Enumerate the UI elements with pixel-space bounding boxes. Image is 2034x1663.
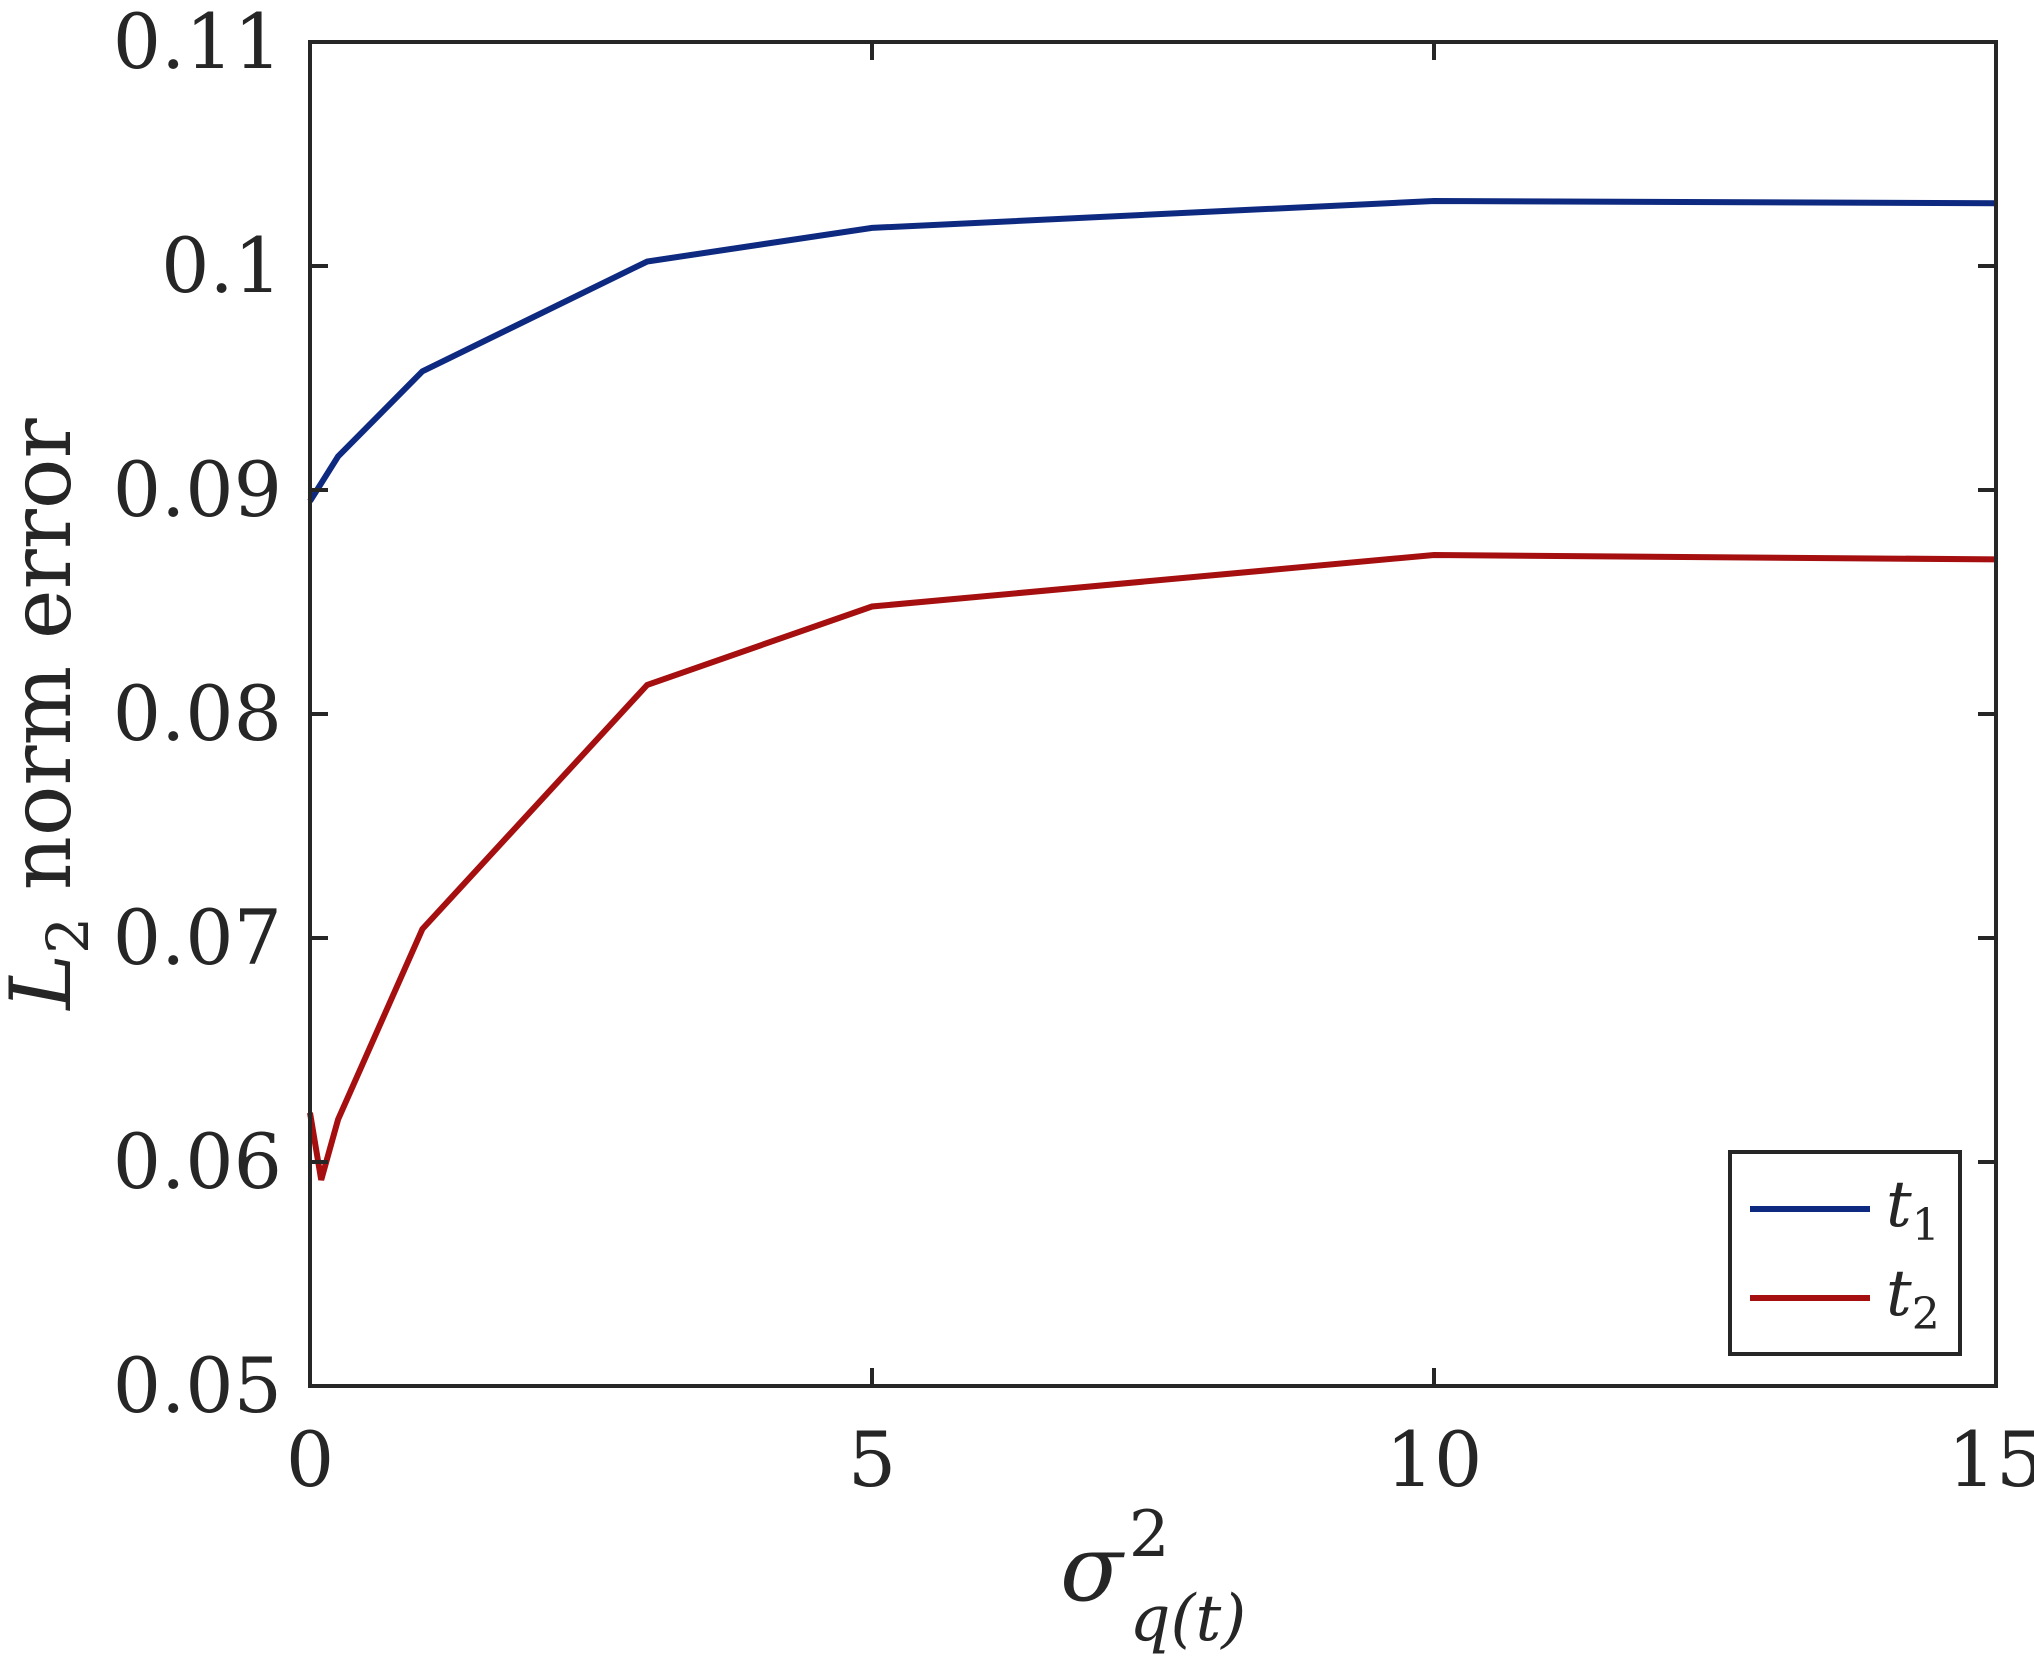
y-tick-label: 0.06 xyxy=(113,1117,282,1206)
y-tick-label: 0.11 xyxy=(113,0,282,86)
y-axis-label-text: norm error xyxy=(0,418,90,917)
legend-label-t2-sub: 2 xyxy=(1912,1289,1940,1340)
y-axis-label-base: L xyxy=(0,954,90,1012)
legend-label-t2-name: t xyxy=(1886,1257,1912,1331)
x-axis-label-base: σ xyxy=(1060,1515,1125,1622)
y-tick-label: 0.07 xyxy=(113,893,282,982)
x-tick-label: 0 xyxy=(286,1415,334,1504)
plot-area xyxy=(310,42,1996,1386)
legend-label-t1-sub: 1 xyxy=(1912,1200,1940,1251)
y-tick-label: 0.05 xyxy=(113,1341,282,1430)
legend-label-t2: t2 xyxy=(1886,1257,1940,1340)
tick-layer xyxy=(308,40,1998,1388)
x-axis-label-subscript: q(t) xyxy=(1130,1582,1247,1656)
legend: t1 t2 xyxy=(1728,1150,1962,1356)
series-line-t1 xyxy=(307,197,1997,503)
y-axis-label-subscript: 2 xyxy=(34,917,102,954)
legend-label-t1: t1 xyxy=(1886,1168,1940,1251)
legend-box xyxy=(1728,1150,1962,1356)
legend-label-t1-name: t xyxy=(1886,1168,1912,1242)
series-line-t2 xyxy=(307,551,1997,1181)
x-axis-label: σ2 q(t) xyxy=(1060,1498,1246,1656)
tick-label-layer: 0 5 10 15 0.05 0.06 0.07 0.08 0.09 0.1 0.11 xyxy=(113,0,2034,1504)
y-axis-label: L2 norm error xyxy=(0,418,102,1012)
x-tick-label: 10 xyxy=(1386,1415,1483,1504)
y-tick-label: 0.08 xyxy=(113,669,282,758)
y-tick-label: 0.09 xyxy=(113,445,282,534)
x-axis-label-superscript: 2 xyxy=(1129,1498,1170,1572)
x-tick-label: 15 xyxy=(1948,1415,2034,1504)
y-tick-label: 0.1 xyxy=(161,221,282,310)
x-tick-label: 5 xyxy=(848,1415,896,1504)
series-layer xyxy=(307,197,1997,1181)
